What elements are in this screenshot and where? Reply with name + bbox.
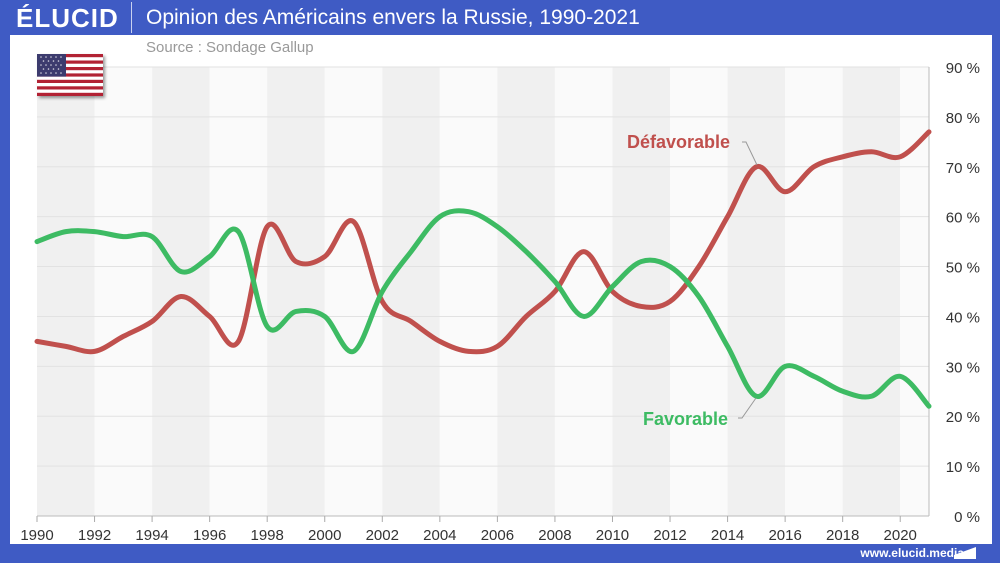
background-band [900, 67, 929, 516]
y-tick-label: 60 % [946, 210, 980, 227]
background-band [497, 67, 555, 516]
x-tick-label: 2016 [768, 527, 801, 544]
x-tick-label: 2020 [884, 527, 917, 544]
series-label-defavorable: Défavorable [627, 132, 730, 152]
chart-source: Source : Sondage Gallup [146, 39, 314, 56]
y-tick-label: 0 % [954, 509, 980, 526]
us-flag-icon [37, 54, 103, 96]
header: ÉLUCID Opinion des Américains envers la … [0, 0, 1000, 35]
y-tick-label: 70 % [946, 160, 980, 177]
y-tick-label: 80 % [946, 110, 980, 127]
x-tick-label: 2018 [826, 527, 859, 544]
footer-url[interactable]: www.elucid.media [860, 546, 964, 560]
background-band [382, 67, 440, 516]
series-label-favorable: Favorable [643, 409, 728, 429]
y-tick-label: 20 % [946, 409, 980, 426]
x-tick-label: 2012 [653, 527, 686, 544]
background-band [612, 67, 671, 516]
y-tick-label: 90 % [946, 60, 980, 77]
background-band [94, 67, 153, 516]
x-tick-label: 2004 [423, 527, 456, 544]
background-band [727, 67, 786, 516]
x-tick-label: 1990 [20, 527, 53, 544]
background-band [324, 67, 383, 516]
elucid-logo: ÉLUCID [16, 3, 119, 33]
x-tick-label: 1994 [135, 527, 168, 544]
x-tick-label: 1998 [251, 527, 284, 544]
x-tick-label: 1996 [193, 527, 226, 544]
background-band [152, 67, 210, 516]
background-band [267, 67, 325, 516]
x-tick-label: 2002 [366, 527, 399, 544]
x-tick-label: 2008 [538, 527, 571, 544]
y-tick-label: 30 % [946, 359, 980, 376]
header-divider [131, 2, 132, 33]
y-tick-label: 50 % [946, 260, 980, 277]
chart-title: Opinion des Américains envers la Russie,… [146, 6, 640, 29]
background-band [785, 67, 843, 516]
elucid-mark-icon [954, 547, 976, 559]
series-line-defavorable [34, 129, 932, 355]
background-band [842, 67, 901, 516]
x-tick-label: 2014 [711, 527, 744, 544]
x-tick-label: 2000 [308, 527, 341, 544]
y-tick-label: 40 % [946, 309, 980, 326]
background-band [209, 67, 268, 516]
leader-line [738, 397, 757, 419]
x-tick-label: 1992 [78, 527, 111, 544]
leader-line [742, 141, 758, 166]
background-band [439, 67, 498, 516]
x-tick-label: 2010 [596, 527, 629, 544]
y-tick-label: 10 % [946, 459, 980, 476]
background-band [37, 67, 95, 516]
x-tick-label: 2006 [481, 527, 514, 544]
series-line-favorable [34, 208, 932, 409]
